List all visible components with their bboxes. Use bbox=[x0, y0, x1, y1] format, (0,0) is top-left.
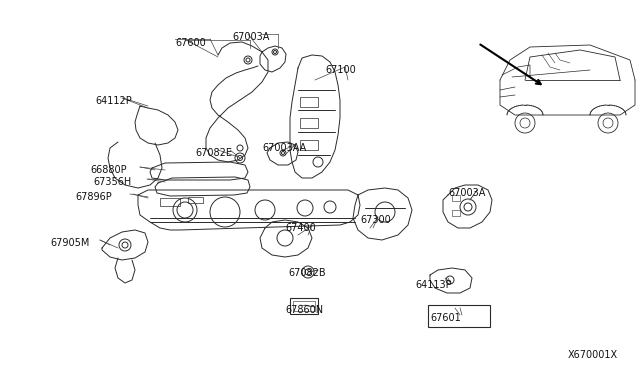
Text: 67356H: 67356H bbox=[93, 177, 131, 187]
Bar bbox=[290, 298, 318, 314]
Text: 67082B: 67082B bbox=[288, 268, 326, 278]
Text: 67082E: 67082E bbox=[195, 148, 232, 158]
Text: 67860N: 67860N bbox=[285, 305, 323, 315]
Bar bbox=[428, 305, 490, 327]
Text: 67905M: 67905M bbox=[50, 238, 90, 248]
Bar bbox=[452, 210, 460, 216]
Text: X670001X: X670001X bbox=[568, 350, 618, 360]
Bar bbox=[188, 197, 203, 203]
Text: 67003A: 67003A bbox=[232, 32, 269, 42]
Text: 67400: 67400 bbox=[285, 223, 316, 233]
Text: 64112P: 64112P bbox=[95, 96, 132, 106]
Bar bbox=[300, 140, 318, 150]
Bar bbox=[300, 97, 318, 107]
Text: 67003AA: 67003AA bbox=[262, 143, 307, 153]
Bar bbox=[300, 118, 318, 128]
Bar bbox=[160, 198, 180, 206]
Text: 67896P: 67896P bbox=[75, 192, 112, 202]
Text: 64113P: 64113P bbox=[415, 280, 452, 290]
Text: 67300: 67300 bbox=[360, 215, 391, 225]
Bar bbox=[293, 301, 315, 311]
Text: 67100: 67100 bbox=[325, 65, 356, 75]
Text: 67600: 67600 bbox=[175, 38, 205, 48]
Text: 66880P: 66880P bbox=[90, 165, 127, 175]
Text: 67003A: 67003A bbox=[448, 188, 485, 198]
Text: 67601: 67601 bbox=[430, 313, 461, 323]
Bar bbox=[452, 195, 460, 201]
